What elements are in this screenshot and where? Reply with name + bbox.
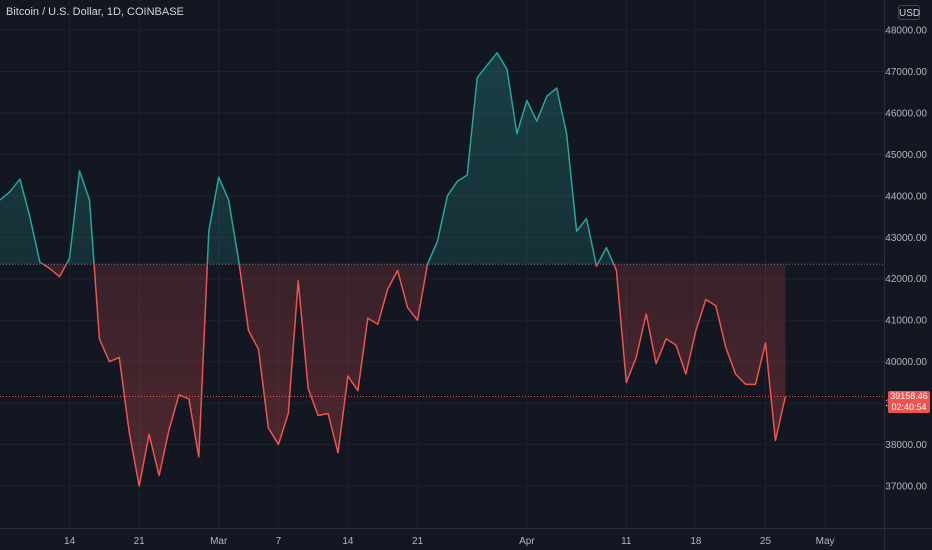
x-tick-label: Apr (519, 536, 535, 547)
x-tick-label: 21 (412, 536, 424, 547)
x-tick-label: 14 (64, 536, 76, 547)
last-price-tag: 39158.46 02:40:54 (888, 391, 930, 413)
x-tick-label: 21 (134, 536, 146, 547)
y-tick-label: 37000.00 (885, 482, 927, 493)
chart-title: Bitcoin / U.S. Dollar, 1D, COINBASE (6, 6, 184, 18)
x-tick-label: 18 (690, 536, 702, 547)
x-tick-label: 25 (760, 536, 772, 547)
area-below-baseline (43, 264, 786, 486)
x-tick-label: Mar (210, 536, 228, 547)
last-price-value: 39158.46 (890, 391, 928, 401)
y-tick-label: 40000.00 (885, 357, 927, 368)
y-tick-label: 47000.00 (885, 67, 927, 78)
x-tick-label: 11 (621, 536, 632, 547)
y-tick-label: 42000.00 (885, 274, 927, 285)
price-line-series (0, 52, 884, 487)
y-tick-label: 44000.00 (885, 191, 927, 202)
countdown-timer: 02:40:54 (891, 402, 927, 412)
area-above-baseline (0, 52, 786, 265)
x-tick-label: 7 (276, 536, 282, 547)
baseline-area (0, 52, 786, 486)
currency-button[interactable]: USD (898, 5, 920, 20)
y-tick-label: 43000.00 (885, 233, 927, 244)
series-line-down (41, 264, 787, 487)
y-tick-label: 46000.00 (885, 108, 927, 119)
y-tick-label: 41000.00 (885, 316, 927, 327)
y-tick-label: 45000.00 (885, 150, 927, 161)
y-tick-label: 38000.00 (885, 440, 927, 451)
x-tick-label: 14 (342, 536, 354, 547)
y-tick-label: 48000.00 (885, 26, 927, 37)
x-tick-label: May (816, 536, 835, 547)
